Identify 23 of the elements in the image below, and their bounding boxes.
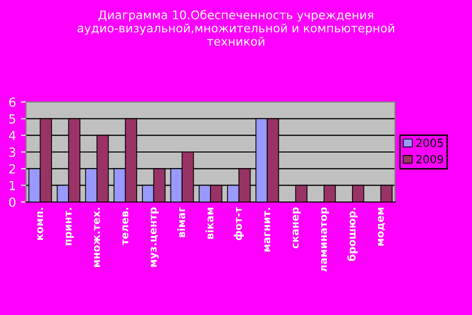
legend-label: 2009 xyxy=(416,154,444,164)
x-tick-label: магнит. xyxy=(264,208,270,252)
y-tick-label: 2 xyxy=(9,164,16,174)
x-tick-label: принт. xyxy=(66,208,74,246)
y-tick-label: 6 xyxy=(9,97,16,107)
x-tick-label: множ.тех. xyxy=(94,208,100,267)
x-tick-label: вімаг xyxy=(177,207,186,238)
y-tick-label: 1 xyxy=(10,180,16,190)
legend-label: 2005 xyxy=(416,138,443,148)
x-tick-label: муз.центр xyxy=(150,207,159,267)
x-tick-label: фот-т xyxy=(234,206,244,240)
x-tick-label: сканер xyxy=(292,207,301,248)
y-tick-label: 0 xyxy=(9,197,16,207)
x-tick-label: телев. xyxy=(122,208,128,246)
x-tick-label: комп. xyxy=(37,208,44,240)
y-tick-label: 3 xyxy=(9,147,16,157)
x-tick-label: брошюр. xyxy=(347,208,358,261)
y-tick-label: 4 xyxy=(8,130,16,140)
x-tick-label: ламинатор xyxy=(321,207,330,272)
x-tick-label: модем xyxy=(378,208,386,246)
y-tick-label: 5 xyxy=(9,114,16,124)
chart-title: Диаграмма 10.Обеспеченность учреждения аудио-визуальной,множительной и компьютерной техникой xyxy=(78,10,394,46)
x-tick-label: вікам xyxy=(205,208,214,239)
